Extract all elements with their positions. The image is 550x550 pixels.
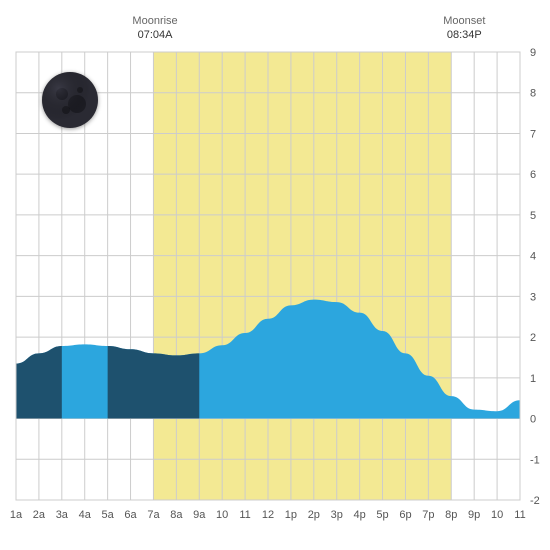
- x-tick-label: 9p: [468, 509, 480, 521]
- x-tick-label: 4a: [79, 509, 92, 521]
- x-tick-label: 3a: [56, 509, 69, 521]
- x-tick-label: 1a: [10, 509, 23, 521]
- moon-phase-icon: [42, 72, 98, 128]
- x-tick-label: 9a: [193, 509, 206, 521]
- y-tick-label: -1: [530, 454, 540, 466]
- x-tick-label: 2a: [33, 509, 46, 521]
- y-tick-label: 2: [530, 332, 536, 344]
- x-tick-label: 5p: [376, 509, 388, 521]
- y-tick-label: 0: [530, 414, 536, 426]
- x-tick-label: 8p: [445, 509, 457, 521]
- y-tick-label: 4: [530, 251, 536, 263]
- x-tick-label: 8a: [170, 509, 183, 521]
- y-tick-label: 3: [530, 291, 536, 303]
- y-tick-label: 9: [530, 47, 536, 59]
- x-tick-label: 7p: [422, 509, 434, 521]
- y-tick-label: 6: [530, 169, 536, 181]
- daylight-band: [153, 52, 451, 500]
- x-tick-label: 11: [239, 509, 250, 521]
- x-tick-label: 11: [514, 509, 525, 521]
- y-tick-label: 5: [530, 210, 536, 222]
- x-tick-label: 3p: [331, 509, 343, 521]
- x-tick-label: 10: [216, 509, 228, 521]
- x-tick-label: 10: [491, 509, 503, 521]
- x-tick-label: 6a: [124, 509, 137, 521]
- y-tick-label: 8: [530, 88, 536, 100]
- y-tick-label: 7: [530, 128, 536, 140]
- x-tick-label: 2p: [308, 509, 320, 521]
- x-tick-label: 6p: [399, 509, 411, 521]
- chart-svg: 1a2a3a4a5a6a7a8a9a1011121p2p3p4p5p6p7p8p…: [0, 0, 550, 550]
- x-tick-label: 4p: [354, 509, 366, 521]
- moonset-label: Moonset: [443, 15, 485, 27]
- x-tick-label: 12: [262, 509, 274, 521]
- y-tick-label: -2: [530, 495, 540, 507]
- x-tick-label: 1p: [285, 509, 297, 521]
- moonrise-label: Moonrise: [132, 15, 177, 27]
- x-tick-label: 5a: [102, 509, 115, 521]
- moonrise-time: 07:04A: [138, 29, 174, 41]
- y-tick-label: 1: [530, 373, 536, 385]
- moonset-time: 08:34P: [447, 29, 482, 41]
- tide-chart: 1a2a3a4a5a6a7a8a9a1011121p2p3p4p5p6p7p8p…: [0, 0, 550, 550]
- x-tick-label: 7a: [147, 509, 160, 521]
